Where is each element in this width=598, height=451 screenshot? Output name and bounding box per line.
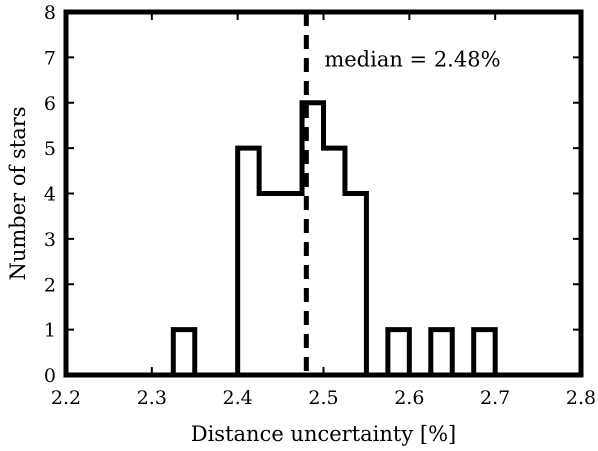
- y-tick-label: 1: [44, 320, 56, 342]
- y-tick-label: 7: [44, 47, 56, 69]
- y-tick-label: 0: [44, 365, 56, 387]
- y-tick-label: 2: [44, 274, 56, 296]
- x-tick-label: 2.7: [480, 387, 510, 409]
- y-tick-label: 8: [44, 2, 56, 24]
- x-tick-label: 2.5: [308, 387, 338, 409]
- x-tick-label: 2.3: [137, 387, 167, 409]
- y-tick-label: 4: [44, 184, 56, 206]
- x-tick-label: 2.2: [51, 387, 81, 409]
- y-axis-label: Number of stars: [6, 106, 30, 280]
- y-tick-label: 3: [44, 229, 56, 251]
- x-tick-label: 2.4: [223, 387, 253, 409]
- x-ticks: 2.2 2.3 2.4 2.5 2.6 2.7 2.8: [51, 12, 596, 409]
- x-axis-label: Distance uncertainty [%]: [191, 422, 456, 446]
- plot-frame: [63, 9, 584, 378]
- y-tick-label: 5: [44, 138, 56, 160]
- x-tick-label: 2.8: [566, 387, 596, 409]
- y-ticks: 0 1 2 3 4 5 6 7 8: [44, 2, 581, 387]
- y-tick-label: 6: [44, 93, 56, 115]
- x-tick-label: 2.6: [394, 387, 424, 409]
- histogram-outline: [66, 100, 581, 378]
- median-annotation: median = 2.48%: [324, 47, 500, 71]
